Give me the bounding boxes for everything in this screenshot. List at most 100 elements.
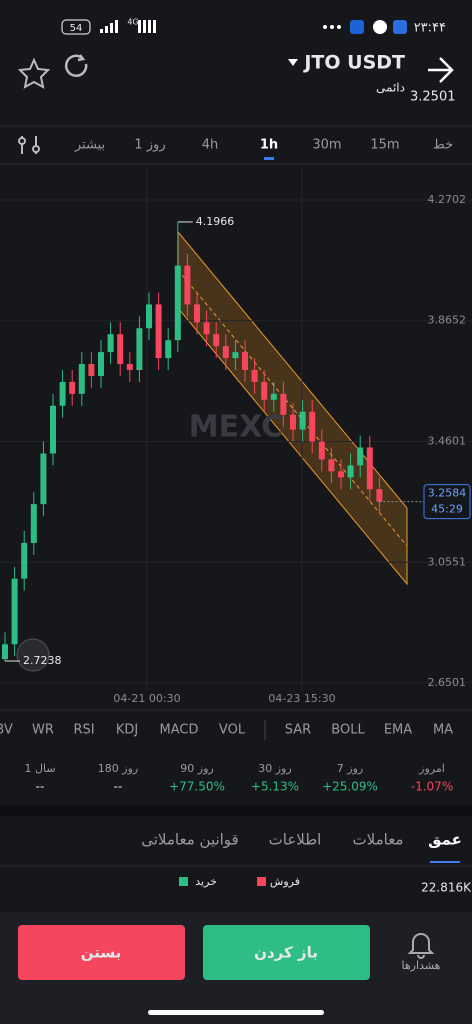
legend-sell: فروش — [270, 875, 300, 888]
pair-title[interactable]: JTO USDT — [302, 52, 405, 74]
stat-label: 1 سال — [24, 762, 55, 775]
legend-swatch — [179, 877, 188, 886]
indicator-tab[interactable]: MA — [433, 723, 453, 738]
candle-body — [338, 471, 344, 478]
candle-body — [11, 578, 18, 645]
x-tick-label: 04-23 15:30 — [268, 692, 335, 705]
candle-body — [30, 504, 37, 543]
indicator-tab[interactable]: WR — [32, 723, 54, 738]
candle-body — [242, 352, 248, 370]
candle-body — [40, 453, 47, 505]
candle-body — [270, 393, 277, 400]
open-button[interactable] — [203, 925, 370, 980]
candle-body — [251, 369, 258, 382]
legend-swatch — [257, 877, 266, 886]
settings-icon[interactable] — [18, 136, 40, 154]
y-tick-label: 2.6501 — [428, 676, 467, 689]
candle-body — [174, 265, 181, 341]
candle-body — [366, 447, 373, 490]
y-tick-label: 4.2702 — [428, 193, 467, 206]
candle-body — [155, 304, 162, 359]
candle-body — [184, 265, 191, 305]
timeframe-tab[interactable]: 1 روز — [134, 138, 165, 153]
indicator-tab[interactable]: EMA — [384, 723, 412, 738]
countdown: 45:29 — [431, 503, 463, 516]
refresh-icon[interactable] — [64, 54, 88, 77]
timeframe-tab[interactable]: بیشتر — [74, 138, 105, 153]
candle-body — [309, 411, 316, 442]
candle-body — [194, 304, 200, 323]
candle-body — [222, 346, 229, 359]
candle-body — [261, 381, 268, 400]
info-tab[interactable]: اطلاعات — [269, 831, 322, 849]
timeframe-tab[interactable]: خط — [433, 138, 453, 153]
candle-body — [126, 364, 133, 370]
info-tab[interactable]: معاملات — [353, 831, 404, 849]
stat-label: 7 روز — [337, 762, 363, 775]
indicator-tab[interactable]: VOL — [219, 723, 246, 738]
candle-body — [69, 381, 76, 394]
candle-body — [290, 414, 296, 430]
candle-body — [136, 328, 143, 370]
indicator-tab[interactable]: KDJ — [116, 723, 138, 738]
y-tick-label: 3.4601 — [428, 435, 467, 448]
indicator-tab[interactable]: SAR — [285, 723, 311, 738]
candle-body — [2, 644, 8, 660]
chart-floor — [0, 690, 472, 692]
favorite-icon[interactable] — [17, 57, 51, 89]
info-tab[interactable]: عمق — [428, 831, 462, 849]
indicator-tab[interactable]: BOLL — [331, 723, 365, 738]
signal-icon — [100, 20, 156, 33]
last-price: 3.2584 — [428, 487, 467, 500]
candle-body — [88, 364, 95, 376]
candle-body — [50, 405, 56, 454]
stat-value: -- — [114, 780, 123, 794]
candle-body — [165, 340, 172, 359]
indicator-tab[interactable]: MACD — [160, 723, 199, 738]
status-icons — [323, 20, 407, 34]
dropdown-icon[interactable] — [288, 59, 298, 66]
close-button-label[interactable]: بستن — [81, 944, 122, 962]
close-button[interactable] — [18, 925, 185, 980]
open-button-label[interactable]: باز کردن — [254, 944, 318, 962]
timeframe-tab[interactable]: 15m — [370, 138, 399, 153]
home-indicator — [148, 1010, 324, 1015]
channel-midline — [177, 269, 408, 547]
candle-body — [117, 334, 124, 365]
stat-label: 180 روز — [98, 762, 138, 775]
alerts-label[interactable]: هشدارها — [402, 959, 441, 972]
timeframe-tab[interactable]: 30m — [312, 138, 341, 153]
candle-body — [299, 411, 306, 430]
bell-icon[interactable] — [407, 933, 435, 959]
back-icon[interactable] — [428, 57, 454, 83]
candle-body — [146, 304, 152, 329]
candle-body — [280, 393, 287, 415]
timeframe-tab[interactable]: 4h — [202, 138, 219, 153]
candle-body — [213, 334, 220, 347]
stat-value: +5.13% — [251, 780, 299, 794]
x-tick-label: 04-21 00:30 — [113, 692, 180, 705]
stat-label: امروز — [418, 762, 445, 775]
candle-body — [107, 334, 114, 353]
y-tick-label: 3.0551 — [428, 555, 467, 568]
stat-value: +77.50% — [169, 780, 225, 794]
candle-body — [98, 352, 104, 376]
timeframe-tab[interactable]: 1h — [260, 138, 278, 153]
last-price-box — [423, 484, 471, 520]
expand-button[interactable] — [16, 638, 50, 672]
depth-value: 22.816K — [421, 881, 472, 895]
high-label: 4.1966 — [196, 215, 235, 228]
battery: 54 — [70, 23, 83, 34]
info-tab[interactable]: قوانین معاملاتی — [141, 831, 238, 849]
candle-body — [357, 447, 364, 466]
candle-body — [328, 459, 335, 472]
stat-value: -- — [36, 780, 45, 794]
indicator-tab[interactable]: RSI — [73, 723, 94, 738]
candle-body — [232, 352, 239, 359]
candle-body — [59, 381, 66, 406]
indicator-tab[interactable]: BV — [0, 723, 13, 738]
candle-body — [376, 489, 383, 502]
stat-value: -1.07% — [411, 780, 453, 794]
stat-value: +25.09% — [322, 780, 378, 794]
